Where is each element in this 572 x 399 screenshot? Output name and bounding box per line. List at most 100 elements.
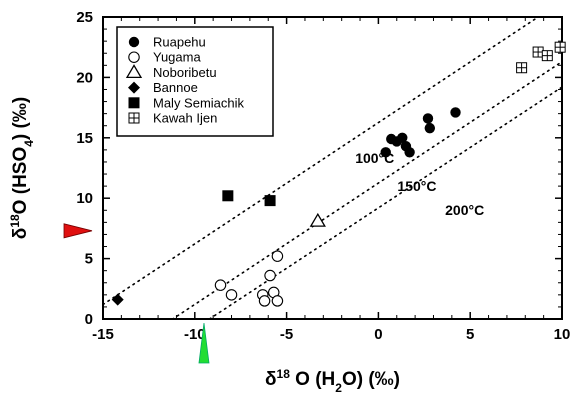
data-point (264, 195, 276, 207)
marker-shape (225, 289, 238, 301)
x-tick-label: -10 (184, 326, 206, 343)
marker-shape (258, 295, 271, 307)
data-point (225, 289, 238, 301)
data-point (258, 295, 271, 307)
isotherm-line (103, 17, 540, 306)
axis-title-part: O (HSO (10, 147, 31, 215)
legend-marker (128, 51, 140, 63)
marker-shape (424, 122, 436, 134)
legend-marker (125, 64, 143, 79)
data-point (264, 269, 276, 282)
data-point (397, 132, 408, 143)
x-tick-label: 0 (374, 326, 382, 343)
data-point (309, 212, 326, 227)
reference-arrows (63, 223, 210, 364)
legend-label: Bannoe (153, 80, 198, 95)
x-tick-label: -15 (92, 326, 114, 343)
data-point (532, 46, 544, 58)
data-point (271, 295, 284, 307)
marker-shape (450, 107, 461, 118)
plot-frame (102, 16, 563, 320)
marker-shape (128, 97, 140, 109)
data-point (516, 62, 528, 74)
legend-label: Noboribetu (153, 65, 217, 80)
marker-shape (404, 147, 415, 158)
marker-shape (271, 250, 284, 262)
y-tick-label: 20 (76, 69, 93, 86)
legend-marker (128, 112, 140, 124)
data-point (404, 147, 415, 158)
x-tick-label: 10 (554, 326, 571, 343)
data-points (111, 41, 566, 307)
data-point (422, 113, 434, 124)
axis-title-part: ) (‰) (10, 97, 31, 140)
legend-label: Yugama (153, 50, 201, 65)
series-noboribetu (309, 212, 326, 227)
series-maly-semiachik (222, 190, 276, 207)
data-point (541, 50, 553, 62)
legend-label: Kawah Ijen (153, 111, 217, 126)
isotherm-label: 100°C (355, 150, 394, 166)
x-reference-arrow (198, 322, 210, 364)
legend-label: Ruapehu (153, 35, 206, 50)
marker-shape (309, 212, 326, 227)
y-reference-arrow (63, 223, 93, 239)
legend-label: Maly Semiachik (153, 95, 245, 110)
legend-box (116, 26, 274, 137)
axis-ticks: -15 -10 -5 0 5 10 0 5 10 15 20 25 (76, 9, 570, 343)
marker-shape (380, 147, 391, 158)
axis-title-part: 18 (277, 367, 291, 381)
data-point (450, 107, 461, 118)
y-tick-label: 5 (85, 251, 93, 268)
marker-shape (128, 36, 140, 48)
legend-marker (128, 97, 140, 109)
series-bannoe (111, 293, 124, 306)
marker-shape (128, 51, 140, 63)
series-kawah-ijen (516, 41, 566, 74)
data-point (271, 250, 284, 262)
marker-shape (111, 293, 124, 306)
series-yugama (214, 250, 284, 307)
data-point (554, 41, 566, 53)
axis-title-part: 2 (335, 381, 342, 394)
marker-shape (214, 279, 227, 291)
marker-shape (422, 113, 434, 124)
marker-shape (264, 195, 276, 207)
x-tick-label: 5 (466, 326, 474, 343)
marker-shape (222, 190, 234, 202)
axis-title-part: O (H (290, 369, 335, 390)
y-tick-label: 10 (76, 190, 93, 207)
data-point (214, 279, 227, 291)
marker-shape (271, 295, 284, 307)
marker-shape (128, 81, 140, 94)
data-point (424, 122, 436, 134)
data-point (111, 293, 124, 306)
isotherm-line (208, 86, 562, 319)
legend-marker (128, 36, 140, 48)
y-tick-label: 15 (76, 130, 93, 147)
isotherm-label: 150°C (397, 178, 436, 194)
data-point (380, 147, 391, 158)
isotherm-line (171, 60, 562, 319)
marker-shape (397, 132, 408, 143)
axis-title-part: δ (10, 228, 31, 240)
axis-title-part: δ (265, 369, 277, 390)
legend-marker (128, 81, 140, 94)
isotherm-lines (103, 17, 562, 319)
axis-title-part: O) (‰) (342, 369, 400, 390)
data-point (222, 190, 234, 202)
y-tick-label: 25 (76, 9, 93, 26)
isotherm-label: 200°C (445, 202, 484, 218)
marker-shape (264, 269, 276, 282)
axis-title-part: 4 (22, 140, 36, 147)
marker-shape (125, 64, 143, 79)
x-axis-title: δ18 O (H2O) (‰) (265, 367, 400, 394)
x-tick-label: -5 (280, 326, 293, 343)
series-ruapehu (380, 107, 461, 158)
y-tick-label: 0 (85, 311, 93, 328)
y-axis-title: δ18O (HSO4) (‰) (8, 97, 36, 239)
axis-title-part: 18 (8, 214, 22, 228)
